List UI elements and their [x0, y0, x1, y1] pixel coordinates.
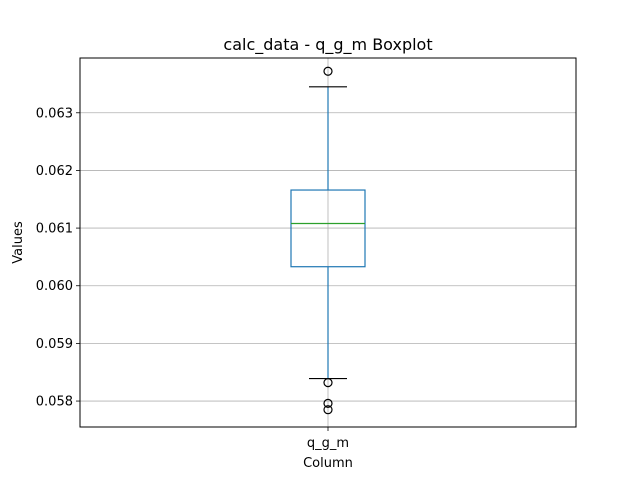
y-axis-label: Values	[11, 221, 26, 264]
iqr-box	[290, 189, 366, 268]
outlier-point	[323, 398, 333, 408]
y-tick-label: 0.059	[36, 337, 73, 352]
y-tick-label: 0.063	[36, 106, 73, 121]
y-tick-label: 0.058	[36, 395, 73, 410]
outlier-point	[323, 405, 333, 415]
x-axis-ticks: q_g_m	[307, 427, 349, 451]
chart-title: calc_data - q_g_m Boxplot	[223, 35, 432, 55]
outlier-point	[323, 378, 333, 388]
box-q_g_m	[290, 66, 366, 415]
outlier-point	[323, 66, 333, 76]
y-tick-label: 0.062	[36, 164, 73, 179]
x-tick-label: q_g_m	[307, 436, 349, 451]
y-tick-label: 0.060	[36, 279, 73, 294]
y-tick-label: 0.061	[36, 222, 73, 237]
x-axis-label: Column	[303, 456, 353, 471]
plot-area	[290, 66, 366, 415]
y-axis-ticks: 0.058 0.059 0.060 0.061 0.062 0.063	[36, 106, 80, 410]
